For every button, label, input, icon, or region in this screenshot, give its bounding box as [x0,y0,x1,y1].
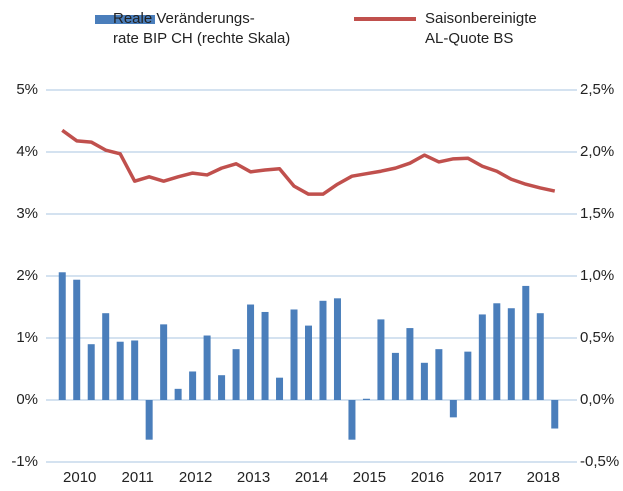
bar [116,341,124,400]
bar [464,351,472,400]
y-tick-label: 5% [16,81,38,98]
bar [131,340,139,400]
x-tick-label: 2017 [469,469,502,486]
bar [174,388,182,400]
x-tick-label: 2018 [527,469,560,486]
bar [420,362,428,400]
bar [449,400,457,418]
bar [435,349,443,400]
x-tick-label: 2014 [295,469,328,486]
bar [522,285,530,400]
bar [160,324,168,400]
bar [218,375,226,400]
y2-tick-label: -0,5% [580,453,619,470]
bar [290,309,298,400]
bar [333,298,341,400]
y-tick-label: 4% [16,143,38,160]
y-tick-label: -1% [11,453,38,470]
legend-label: Saisonbereinigte AL-Quote BS [425,10,537,47]
line [61,128,556,196]
y2-tick-label: 0,0% [580,391,614,408]
bar [507,308,515,400]
bar [87,344,95,400]
bar [493,303,501,400]
y2-tick-label: 1,5% [580,205,614,222]
x-tick-label: 2013 [237,469,270,486]
x-tick-label: 2016 [411,469,444,486]
bar [305,325,312,400]
bar [73,279,81,400]
bar [478,314,486,400]
bar [145,400,153,440]
y-tick-label: 0% [16,391,38,408]
legend-label: Reale Veränderungs-rate BIP CH (rechte S… [113,10,290,47]
bar [247,304,255,400]
bar [391,352,399,400]
bar [551,400,559,429]
bar [189,371,197,400]
bar [261,311,269,400]
bar [102,313,110,400]
bar [377,319,385,400]
y-tick-label: 2% [16,267,38,284]
y2-tick-label: 1,0% [580,267,614,284]
y-tick-label: 3% [16,205,38,222]
x-tick-label: 2011 [122,469,154,486]
bar [362,398,370,400]
y2-tick-label: 2,5% [580,81,614,98]
y2-tick-label: 0,5% [580,329,614,346]
legend-swatch [95,15,155,24]
bar [348,400,356,440]
x-tick-label: 2010 [63,469,96,486]
x-tick-label: 2012 [179,469,212,486]
bar [203,335,211,400]
bar [319,300,327,400]
x-tick-label: 2015 [353,469,386,486]
bar [276,377,284,400]
y-tick-label: 1% [16,329,38,346]
bar [406,328,414,400]
bar [536,313,544,400]
bar [232,349,240,400]
y2-tick-label: 2,0% [580,143,614,160]
bar [58,272,66,400]
